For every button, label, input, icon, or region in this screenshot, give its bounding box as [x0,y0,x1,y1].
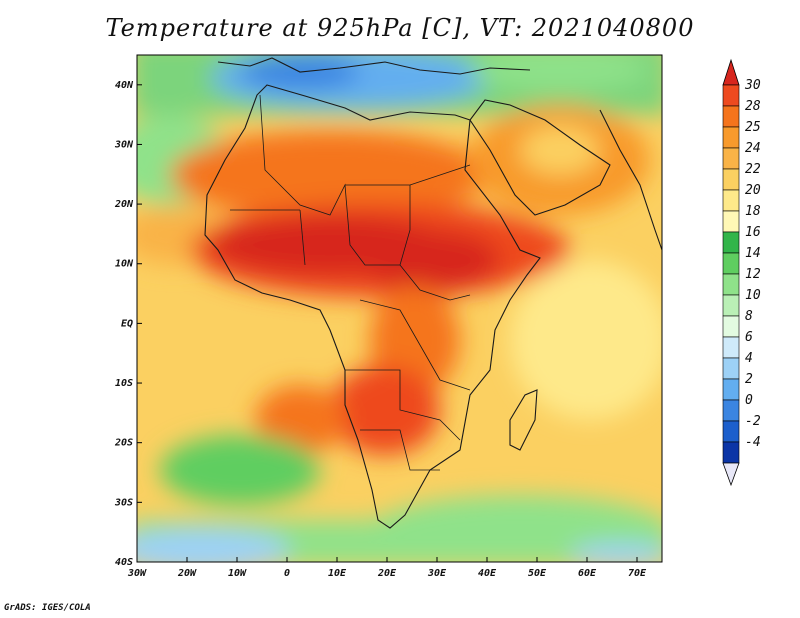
colorbar-box [722,315,740,338]
lat-tick-label: 30S [114,497,133,508]
plot-frame [136,54,663,563]
lat-tick-label: 10S [115,378,133,389]
axes: 30W 20W 10W 0 10E 20E 30E 40E 50E 60E 70E 40N 30N 20N… [114,80,647,579]
lon-tick-label: 10W [228,568,247,579]
colorbar-label: 8 [745,309,753,324]
colorbar-box [722,336,740,359]
colorbar-box [722,378,740,401]
colorbar-label: 2 [745,372,753,387]
colorbar-label: 6 [745,330,753,345]
lon-tick-label: 10E [328,568,347,579]
colorbar-label: 0 [745,393,753,408]
lat-tick-label: 40S [115,557,133,568]
colorbar-label: 24 [745,141,761,156]
colorbar-label: 28 [745,99,761,114]
colorbar-label: 20 [745,183,761,198]
colorbar-label: 10 [745,288,761,303]
lat-tick-label: EQ [121,318,133,329]
colorbar-label: 25 [745,120,761,135]
colorbar-label: -2 [745,414,761,429]
lat-tick-label: 10N [115,259,134,270]
colorbar-box [722,273,740,296]
colorbar-box [722,231,740,254]
colorbar-label: 16 [745,225,761,240]
colorbar-box [722,357,740,380]
colorbar-box [722,441,740,464]
colorbar-box [722,147,740,170]
country-borders [230,94,471,471]
colorbar-bottom-arrow [722,462,740,487]
colorbar-box [722,105,740,128]
lon-tick-label: 30W [127,568,147,579]
colorbar-box [722,420,740,443]
lon-tick-label: 20E [377,568,397,579]
lon-tick-label: 60E [578,568,597,579]
lat-tick-label: 30N [114,139,134,150]
colorbar-label: -4 [745,435,761,450]
colorbar-top-arrow [722,58,740,86]
lon-tick-label: 50E [528,568,547,579]
lat-tick-label: 40N [115,80,134,91]
lat-tick-label: 20S [114,438,133,449]
colorbar-label: 4 [745,351,753,366]
lon-tick-label: 40E [478,568,497,579]
colorbar-label: 12 [745,267,761,282]
lon-tick-label: 0 [284,568,290,579]
colorbar-box [722,168,740,191]
colorbar-label: 22 [745,162,761,177]
colorbar-box [722,189,740,212]
colorbar-label: 18 [745,204,761,219]
lon-tick-label: 30E [427,568,447,579]
grads-credit: GrADS: IGES/COLA [4,603,91,613]
colorbar-box [722,210,740,233]
lon-tick-label: 20W [177,568,197,579]
colorbar-box [722,399,740,422]
colorbar-label: 14 [745,246,761,261]
colorbar-box [722,252,740,275]
lat-tick-label: 20N [114,199,134,210]
coastlines [204,57,663,529]
colorbar-label: 30 [744,78,761,93]
temperature-field [137,55,662,562]
colorbar-box [722,294,740,317]
colorbar-box [722,126,740,149]
colorbar-box [722,84,740,107]
chart-title: Temperature at 925hPa [C], VT: 202104080… [105,14,695,42]
lon-tick-label: 70E [628,568,647,579]
